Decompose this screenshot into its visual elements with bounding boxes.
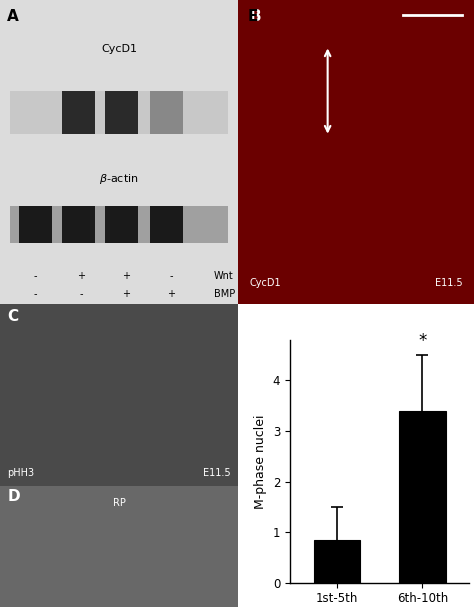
Text: BMP: BMP <box>214 290 236 299</box>
Bar <box>150 206 183 243</box>
Bar <box>105 206 138 243</box>
Bar <box>399 411 446 583</box>
Bar <box>62 91 95 134</box>
Bar <box>150 91 183 134</box>
Text: -: - <box>170 271 173 281</box>
Text: CycD1: CycD1 <box>250 279 282 288</box>
Text: +: + <box>122 271 130 281</box>
Y-axis label: M-phase nuclei: M-phase nuclei <box>255 414 267 509</box>
Bar <box>19 206 52 243</box>
Text: E11.5: E11.5 <box>203 469 231 478</box>
Bar <box>9 206 228 243</box>
Text: A: A <box>7 9 19 24</box>
Text: +: + <box>122 290 130 299</box>
Text: -: - <box>34 271 37 281</box>
Text: CycD1: CycD1 <box>101 44 137 53</box>
Text: E11.5: E11.5 <box>435 279 462 288</box>
Text: +: + <box>167 290 175 299</box>
Bar <box>9 91 228 134</box>
Bar <box>105 91 138 134</box>
Text: +: + <box>77 271 85 281</box>
Bar <box>62 206 95 243</box>
Text: C: C <box>7 309 18 324</box>
Text: D: D <box>7 489 20 504</box>
Text: $\beta$-actin: $\beta$-actin <box>99 172 139 186</box>
Text: Wnt: Wnt <box>214 271 234 281</box>
Text: RP: RP <box>112 498 126 507</box>
Bar <box>313 540 360 583</box>
Text: -: - <box>34 290 37 299</box>
Text: pHH3: pHH3 <box>7 469 34 478</box>
Text: E: E <box>247 9 258 24</box>
Text: B: B <box>250 9 261 24</box>
Text: -: - <box>79 290 82 299</box>
Text: *: * <box>418 332 427 350</box>
